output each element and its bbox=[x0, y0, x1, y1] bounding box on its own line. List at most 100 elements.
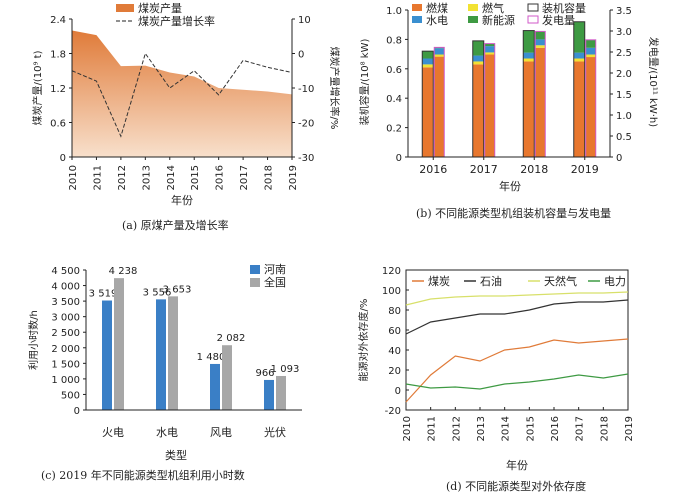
c-data-label: 3 653 bbox=[163, 284, 192, 295]
b-generation-gas-bar bbox=[434, 54, 445, 57]
b-legend-swatch bbox=[468, 16, 478, 23]
caption-d: (d) 不同能源类型对外依存度 bbox=[446, 480, 587, 493]
b-xtick-label: 2018 bbox=[520, 163, 548, 176]
b-generation-hydro-bar bbox=[585, 47, 596, 55]
c-bar-henan bbox=[102, 300, 112, 410]
a-xtick-label: 2018 bbox=[264, 165, 275, 190]
c-xtick-label: 火电 bbox=[102, 426, 124, 439]
c-ytick-label: 2 000 bbox=[51, 344, 80, 355]
b-y2tick-label: 2.5 bbox=[616, 48, 632, 59]
b-legend-label: 燃气 bbox=[482, 1, 504, 15]
c-data-label: 1 093 bbox=[271, 364, 300, 375]
c-data-label: 4 238 bbox=[109, 266, 138, 277]
b-y2tick-label: 3.0 bbox=[616, 27, 632, 38]
a-xtick-label: 2010 bbox=[68, 165, 79, 190]
b-ylabel: 装机容量/(10⁸ kW) bbox=[358, 39, 371, 126]
d-series-line-power bbox=[405, 373, 629, 390]
c-xtick-label: 水电 bbox=[156, 426, 178, 439]
c-bar-national bbox=[114, 278, 124, 410]
c-ytick-label: 4 500 bbox=[51, 266, 80, 277]
b-generation-hydro-bar bbox=[484, 46, 495, 53]
b-y2tick-label: 1.0 bbox=[616, 111, 632, 122]
b-ytick-label: 0.2 bbox=[386, 124, 402, 135]
d-series-line-coal bbox=[405, 338, 629, 403]
d-xtick-label: 2013 bbox=[476, 416, 487, 441]
b-y2tick-label: 0 bbox=[616, 153, 622, 164]
b-capacity-coal-bar bbox=[523, 61, 535, 158]
a-xtick-label: 2011 bbox=[92, 165, 103, 190]
b-capacity-gas-bar bbox=[472, 61, 484, 65]
d-ytick-label: 40 bbox=[388, 346, 401, 357]
b-xtick-label: 2019 bbox=[571, 163, 599, 176]
b-capacity-renewable-bar bbox=[422, 51, 434, 59]
d-ytick-label: 0 bbox=[395, 386, 401, 397]
b-generation-coal-bar bbox=[585, 57, 596, 157]
c-ytick-label: 3 500 bbox=[51, 297, 80, 308]
d-xtick-label: 2014 bbox=[501, 416, 512, 441]
c-bar-national bbox=[276, 375, 286, 410]
a-xtick-label: 2017 bbox=[239, 165, 250, 190]
c-xtick-label: 风电 bbox=[210, 426, 232, 439]
b-y2tick-label: 3.5 bbox=[616, 6, 632, 17]
b-legend-swatch bbox=[412, 4, 422, 11]
b-generation-coal-bar bbox=[434, 56, 445, 158]
b-legend-swatch bbox=[412, 16, 422, 23]
b-capacity-hydro-bar bbox=[472, 55, 484, 62]
b-legend-label: 燃煤 bbox=[426, 1, 448, 15]
a-growth-line bbox=[71, 52, 293, 138]
a-xtick-label: 2016 bbox=[215, 165, 226, 190]
a-xtick-label: 2013 bbox=[141, 165, 152, 190]
a-legend-swatch-area bbox=[116, 4, 134, 12]
d-xtick-label: 2016 bbox=[550, 416, 561, 441]
d-ytick-label: 80 bbox=[388, 306, 401, 317]
d-xtick-label: 2018 bbox=[599, 416, 610, 441]
c-ytick-label: 0 bbox=[74, 406, 80, 417]
caption-b: (b) 不同能源类型机组装机容量与发电量 bbox=[416, 207, 612, 220]
b-y2tick-label: 1.5 bbox=[616, 90, 632, 101]
b-ytick-label: 0.4 bbox=[386, 94, 402, 105]
b-ytick-label: 0.6 bbox=[386, 65, 402, 76]
c-ytick-label: 3 000 bbox=[51, 313, 80, 324]
d-xtick-label: 2019 bbox=[624, 416, 635, 441]
d-ytick-label: 120 bbox=[382, 266, 401, 277]
a-xtick-label: 2019 bbox=[288, 165, 299, 190]
b-xlabel: 年份 bbox=[499, 179, 521, 193]
b-capacity-coal-bar bbox=[472, 64, 484, 157]
a-y2label: 煤炭产量增长率/% bbox=[328, 47, 341, 130]
b-generation-coal-bar bbox=[484, 54, 495, 157]
c-ylabel: 利用小时数/h bbox=[27, 310, 40, 370]
a-ytick-label: 1.2 bbox=[50, 84, 66, 95]
a-xtick-label: 2012 bbox=[117, 165, 128, 190]
b-generation-hydro-bar bbox=[434, 48, 445, 55]
d-xtick-label: 2011 bbox=[427, 416, 438, 441]
a-y2tick-label: 10 bbox=[298, 15, 311, 26]
a-ytick-label: 0 bbox=[60, 153, 66, 164]
d-legend-label: 煤炭 bbox=[428, 275, 450, 288]
a-ytick-label: 2.4 bbox=[50, 15, 66, 26]
b-capacity-coal-bar bbox=[573, 61, 585, 158]
a-ytick-label: 0.6 bbox=[50, 119, 66, 130]
c-bar-henan bbox=[264, 379, 274, 410]
b-xtick-label: 2016 bbox=[419, 163, 447, 176]
b-generation-hydro-bar bbox=[535, 39, 546, 46]
b-xtick-label: 2017 bbox=[470, 163, 498, 176]
a-xtick-label: 2015 bbox=[190, 165, 201, 190]
c-ytick-label: 500 bbox=[61, 390, 80, 401]
c-xlabel: 类型 bbox=[165, 448, 187, 462]
c-data-label: 3 556 bbox=[143, 287, 172, 298]
caption-c: (c) 2019 年不同能源类型机组利用小时数 bbox=[41, 469, 245, 482]
c-ytick-label: 4 000 bbox=[51, 282, 80, 293]
b-ytick-label: 0 bbox=[396, 153, 402, 164]
c-bar-henan bbox=[156, 299, 166, 410]
b-legend-label: 新能源 bbox=[482, 13, 515, 27]
b-y2tick-label: 0.5 bbox=[616, 132, 632, 143]
b-generation-gas-bar bbox=[484, 52, 495, 55]
a-legend-production: 煤炭产量 bbox=[138, 1, 182, 15]
b-capacity-hydro-bar bbox=[573, 52, 585, 59]
a-xlabel: 年份 bbox=[171, 193, 193, 207]
b-legend-label: 装机容量 bbox=[542, 1, 586, 15]
d-xtick-label: 2015 bbox=[525, 416, 536, 441]
b-ytick-label: 1.0 bbox=[386, 6, 402, 17]
b-capacity-renewable-bar bbox=[573, 21, 585, 53]
c-ytick-label: 1 500 bbox=[51, 359, 80, 370]
